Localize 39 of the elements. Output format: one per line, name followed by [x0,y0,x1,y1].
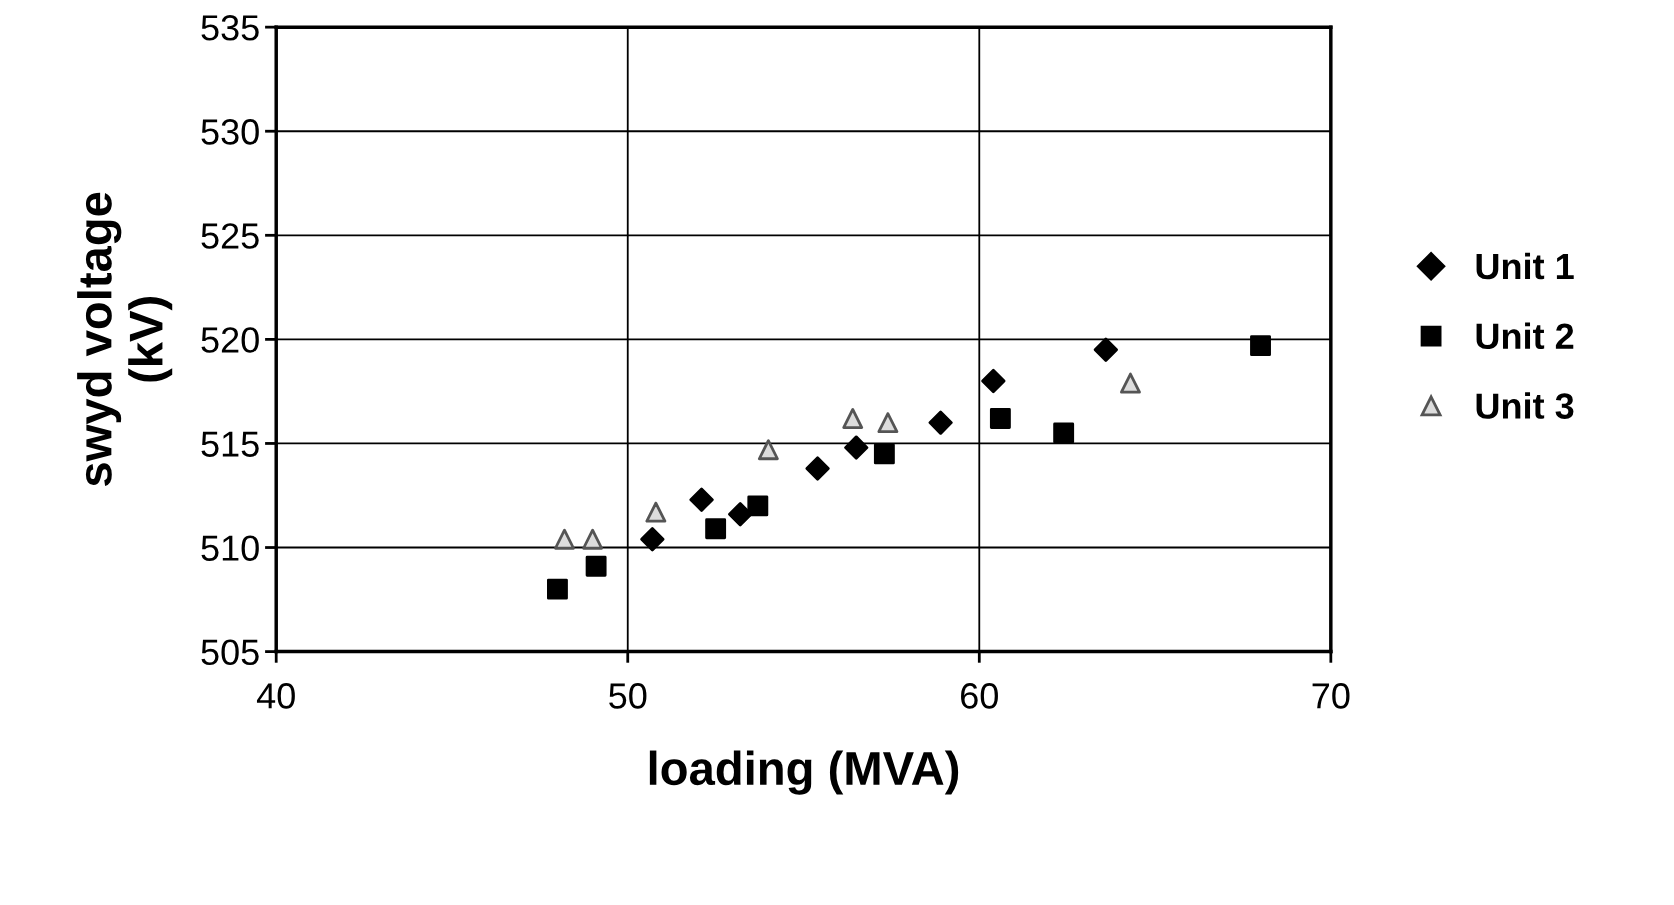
point [877,412,899,434]
point [873,443,895,465]
point [842,408,864,429]
point [705,518,727,540]
point [844,435,869,460]
point [1053,422,1075,444]
point [805,456,830,481]
point [689,487,714,512]
point [989,408,1011,429]
y-tick-label: 520 [201,327,259,353]
y-axis-title: swyd voltage (kV) [77,192,173,486]
y-tick-label: 510 [201,535,259,561]
y-tick-label: 530 [201,119,259,145]
legend-label: Unit 1 [1476,252,1574,280]
point [757,439,779,461]
point [981,368,1006,394]
y-tick-label: 505 [201,639,259,666]
point [640,527,665,552]
legend-label: Unit 3 [1476,392,1574,419]
point [747,495,769,517]
point [582,528,604,550]
x-tick-label: 70 [1312,683,1350,709]
point [554,528,575,550]
point [928,410,953,435]
y-tick-label: 515 [201,431,259,457]
x-tick-label: 60 [961,683,998,709]
point [645,501,667,523]
point [547,578,568,600]
y-tick-label: 535 [201,15,259,41]
point [1093,337,1118,362]
x-tick-label: 50 [609,683,647,709]
point [728,502,753,527]
point [585,555,607,577]
legend-label: Unit 2 [1476,322,1574,350]
y-tick-label: 525 [201,223,259,249]
x-tick-label: 40 [256,683,295,709]
x-axis-title: loading (MVA) [649,750,959,795]
point [1250,335,1271,357]
point [1120,372,1141,394]
